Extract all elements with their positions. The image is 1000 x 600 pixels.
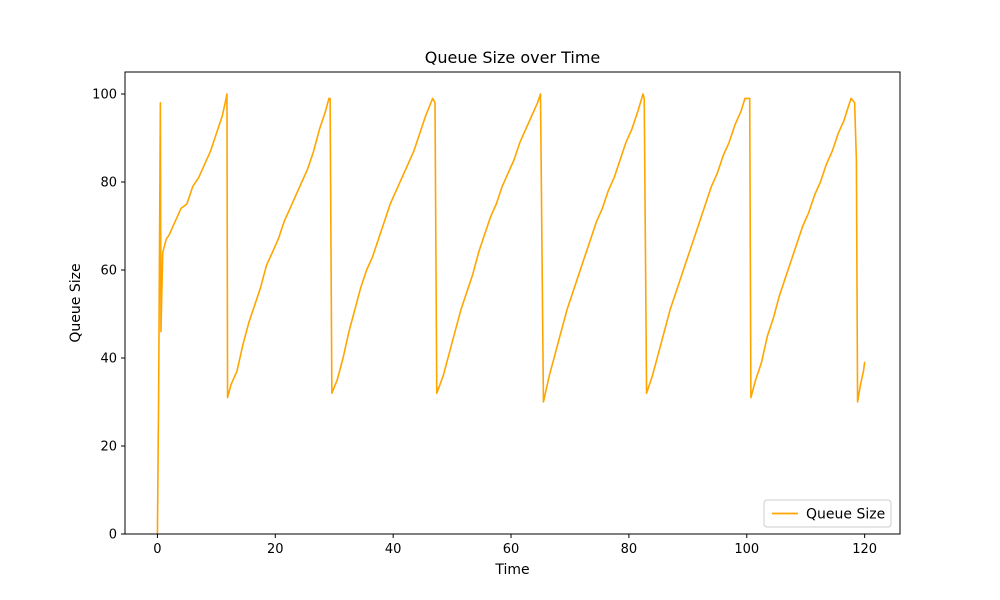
y-tick-label: 100 [92,88,117,103]
x-tick-label: 20 [267,542,284,557]
x-axis-label: Time [494,562,529,578]
x-tick-label: 100 [734,542,759,557]
labels: 0 20 40 60 80 100 120 0 20 40 60 80 100 Queue Size ov… [68,48,877,578]
chart-title: Queue Size over Time [425,48,601,67]
y-tick-label: 40 [100,352,117,367]
y-tick-label: 20 [100,440,117,455]
x-tick-label: 40 [385,542,402,557]
y-tick-label: 0 [109,528,117,543]
y-tick-label: 60 [100,264,117,279]
legend: Queue Size [763,499,892,528]
x-tick-label: 0 [153,542,161,557]
axes [121,71,901,538]
series-line-0 [156,93,866,535]
legend-box [763,499,892,528]
legend-label: Queue Size [806,507,885,523]
y-tick-label: 80 [100,176,117,191]
y-axis-label: Queue Size [68,263,84,342]
plot-area [156,93,866,535]
axes-frame [124,71,901,535]
x-tick-label: 80 [621,542,638,557]
x-tick-label: 120 [852,542,877,557]
x-tick-label: 60 [503,542,520,557]
